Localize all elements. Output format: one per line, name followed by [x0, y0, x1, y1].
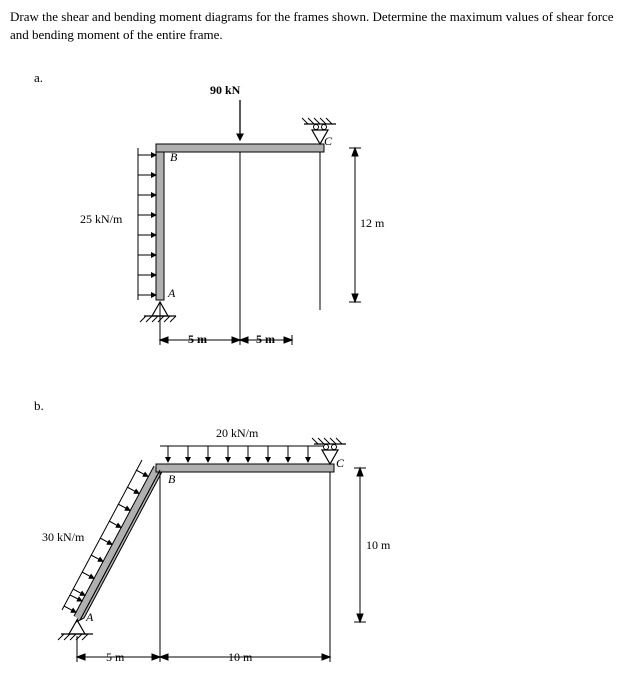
point-b-label: B — [170, 150, 177, 165]
problem-a-label: a. — [34, 70, 43, 86]
dim-10m-h — [354, 468, 366, 622]
label-30knm: 30 kN/m — [42, 530, 84, 545]
point-a-label: A — [168, 286, 175, 301]
label-5m-left: 5 m — [188, 332, 207, 347]
support-pin-a — [140, 302, 176, 322]
point-c-label: C — [324, 134, 332, 149]
label-12m: 12 m — [360, 216, 384, 231]
label-25knm: 25 kN/m — [80, 212, 122, 227]
dist-load-bc — [160, 446, 324, 462]
label-5m-b: 5 m — [106, 650, 124, 665]
label-90kn: 90 kN — [210, 83, 240, 98]
label-20knm: 20 kN/m — [216, 426, 258, 441]
dim-horiz — [77, 472, 330, 662]
dim-span — [160, 152, 320, 345]
dist-load-ab — [138, 148, 156, 300]
figure-b: 20 kN/m 30 kN/m 10 m 5 m 10 m A B C — [40, 410, 440, 680]
point-c-b: C — [336, 456, 344, 471]
instructions-text: Draw the shear and bending moment diagra… — [10, 8, 622, 43]
label-10m-b: 10 m — [228, 650, 252, 665]
point-a-b: A — [86, 610, 93, 625]
point-b-b: B — [168, 472, 175, 487]
label-5m-right: 5 m — [256, 332, 275, 347]
figure-a: 90 kN 25 kN/m 12 m 5 m 5 m A B C — [60, 70, 420, 360]
label-10m: 10 m — [366, 538, 390, 553]
